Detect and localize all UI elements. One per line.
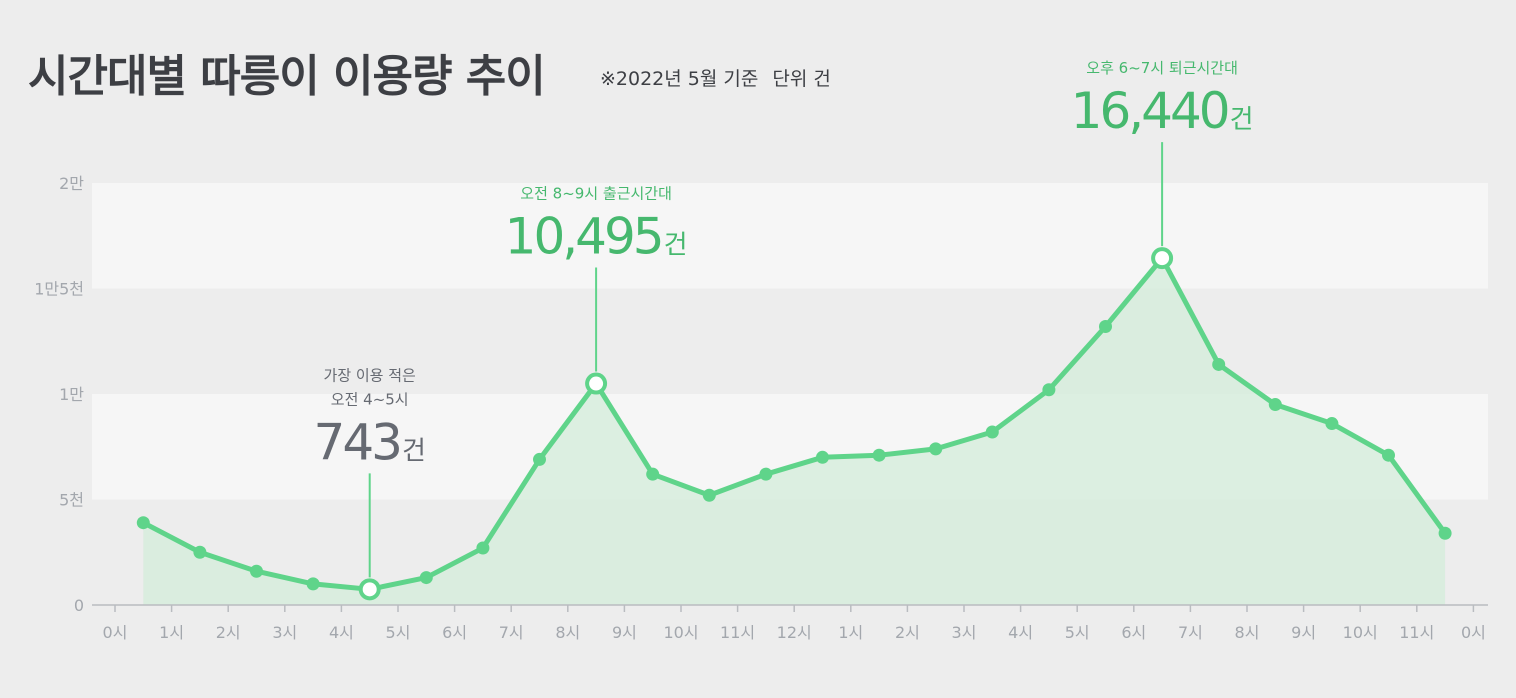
data-point [872,448,886,462]
data-point [929,442,943,456]
y-tick-label: 0 [74,596,84,615]
annotation-number: 16,440 [1071,82,1228,140]
annotation-label: 가장 이용 적은 [324,366,416,384]
data-point [476,541,490,555]
x-tick-label: 4시 [1008,623,1033,642]
x-tick-label: 0시 [103,623,128,642]
area-fill [143,258,1446,605]
annotation-value: 10,495건 [505,208,688,266]
annotation: 오전 8~9시 출근시간대 10,495건 [505,185,688,266]
annotation-value: 743건 [314,413,426,471]
x-tick-label: 6시 [442,623,467,642]
x-tick-label: 2시 [216,623,241,642]
data-point [1212,357,1226,371]
x-tick-label: 5시 [1065,623,1090,642]
annotation-label: 오후 6~7시 퇴근시간대 [1086,59,1238,77]
x-tick-label: 6시 [1121,623,1146,642]
x-tick-label: 1시 [838,623,863,642]
x-tick-label: 11시 [720,623,755,642]
x-tick-label: 12시 [777,623,812,642]
annotation-value: 16,440건 [1071,82,1254,140]
chart-title: 시간대별 따릉이 이용량 추이 [28,51,546,102]
data-point [1438,526,1452,540]
data-point [193,545,207,559]
data-point [1325,417,1339,431]
grid-band [92,183,1488,289]
data-point [250,564,263,578]
annotation-label: 오전 8~9시 출근시간대 [520,185,672,203]
data-point [419,571,433,585]
data-point [1382,448,1395,462]
x-tick-label: 11시 [1399,623,1434,642]
x-tick-label: 5시 [386,623,411,642]
annotation-number: 10,495 [505,208,662,266]
data-point [306,577,320,591]
data-point [1268,398,1282,412]
highlight-point [585,372,608,395]
x-tick-label: 1시 [159,623,184,642]
data-point [759,467,773,481]
unit-note: 단위 건 [772,68,831,90]
annotation-label: 오전 4~5시 [331,390,409,408]
data-point [816,450,829,464]
x-tick-label: 8시 [1235,623,1260,642]
annotation-unit: 건 [664,231,688,261]
y-tick-label: 5천 [59,491,84,510]
x-tick-label: 10시 [1343,623,1378,642]
date-basis-note: ※2022년 5월 기준 [600,68,759,90]
data-point [702,488,716,502]
x-tick-label: 2시 [895,623,920,642]
x-tick-label: 7시 [499,623,524,642]
y-tick-label: 2만 [59,174,84,193]
data-point [1099,319,1112,333]
x-tick-label: 9시 [612,623,637,642]
x-tick-label: 4시 [329,623,354,642]
y-tick-label: 1만5천 [34,280,84,299]
x-tick-label: 3시 [952,623,977,642]
x-tick-label: 9시 [1291,623,1316,642]
data-point [985,425,999,439]
data-point [646,467,660,481]
annotation-number: 743 [314,413,400,471]
x-tick-label: 8시 [555,623,580,642]
data-point [1042,383,1056,397]
x-tick-label: 3시 [272,623,297,642]
annotation-unit: 건 [402,436,426,466]
y-tick-label: 1만 [59,385,84,404]
data-point [533,452,546,466]
chart-subtitle: ※2022년 5월 기준 단위 건 [600,64,831,91]
annotation: 오후 6~7시 퇴근시간대 16,440건 [1071,59,1254,140]
highlight-point [1151,247,1174,270]
highlight-point [358,578,381,601]
annotation-unit: 건 [1230,105,1254,135]
x-tick-label: 0시 [1461,623,1486,642]
x-tick-label: 10시 [663,623,698,642]
data-point [136,516,150,530]
x-tick-label: 7시 [1178,623,1203,642]
